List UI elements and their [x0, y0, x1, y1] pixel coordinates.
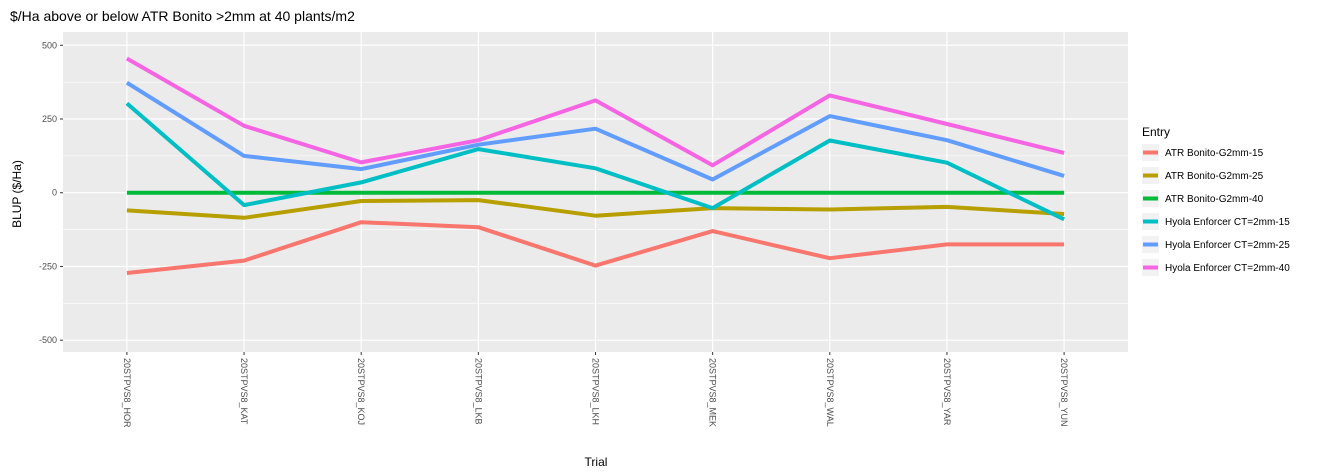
y-tick-label: 250 — [42, 114, 57, 124]
legend-title: Entry — [1142, 125, 1170, 139]
legend: Entry ATR Bonito-G2mm-15 ATR Bonito-G2mm-… — [1142, 125, 1290, 276]
y-tick-label: -250 — [39, 261, 57, 271]
legend-label: ATR Bonito-G2mm-25 — [1165, 171, 1264, 182]
chart-title: $/Ha above or below ATR Bonito >2mm at 4… — [10, 8, 355, 24]
legend-label: ATR Bonito-G2mm-15 — [1165, 148, 1264, 159]
y-axis: 500 250 0 -250 -500 — [39, 40, 63, 345]
y-axis-title: BLUP ($/Ha) — [10, 160, 24, 228]
x-tick-label: 20STPVS8_LKB — [473, 358, 483, 425]
x-tick-label: 20STPVS8_KAT — [239, 358, 249, 425]
y-tick-label: -500 — [39, 335, 57, 345]
series-line — [126, 198, 1065, 220]
x-tick-label: 20STPVS8_YUN — [1059, 358, 1069, 427]
series-line — [125, 56, 1065, 168]
x-tick-label: 20STPVS8_WAL — [825, 358, 835, 427]
x-tick-label: 20STPVS8_MEK — [708, 358, 718, 427]
series-line — [125, 101, 1065, 222]
legend-label: Hyola Enforcer CT=2mm-25 — [1165, 240, 1290, 251]
y-tick-label: 500 — [42, 40, 57, 50]
y-tick-label: 0 — [52, 188, 57, 198]
x-axis: 20STPVS8_HOR 20STPVS8_KAT 20STPVS8_KOJ 20ST… — [122, 352, 1069, 428]
series-line — [126, 220, 1065, 275]
x-tick-label: 20STPVS8_KOJ — [356, 358, 366, 425]
legend-label: Hyola Enforcer CT=2mm-40 — [1165, 263, 1290, 274]
legend-label: Hyola Enforcer CT=2mm-15 — [1165, 217, 1290, 228]
series-line — [125, 81, 1065, 182]
legend-label: ATR Bonito-G2mm-40 — [1165, 194, 1264, 205]
x-axis-title: Trial — [585, 455, 608, 469]
x-tick-label: 20STPVS8_HOR — [122, 358, 132, 428]
series-lines — [125, 56, 1065, 275]
x-tick-label: 20STPVS8_YAR — [942, 358, 952, 426]
x-tick-label: 20STPVS8_LKH — [591, 358, 601, 425]
